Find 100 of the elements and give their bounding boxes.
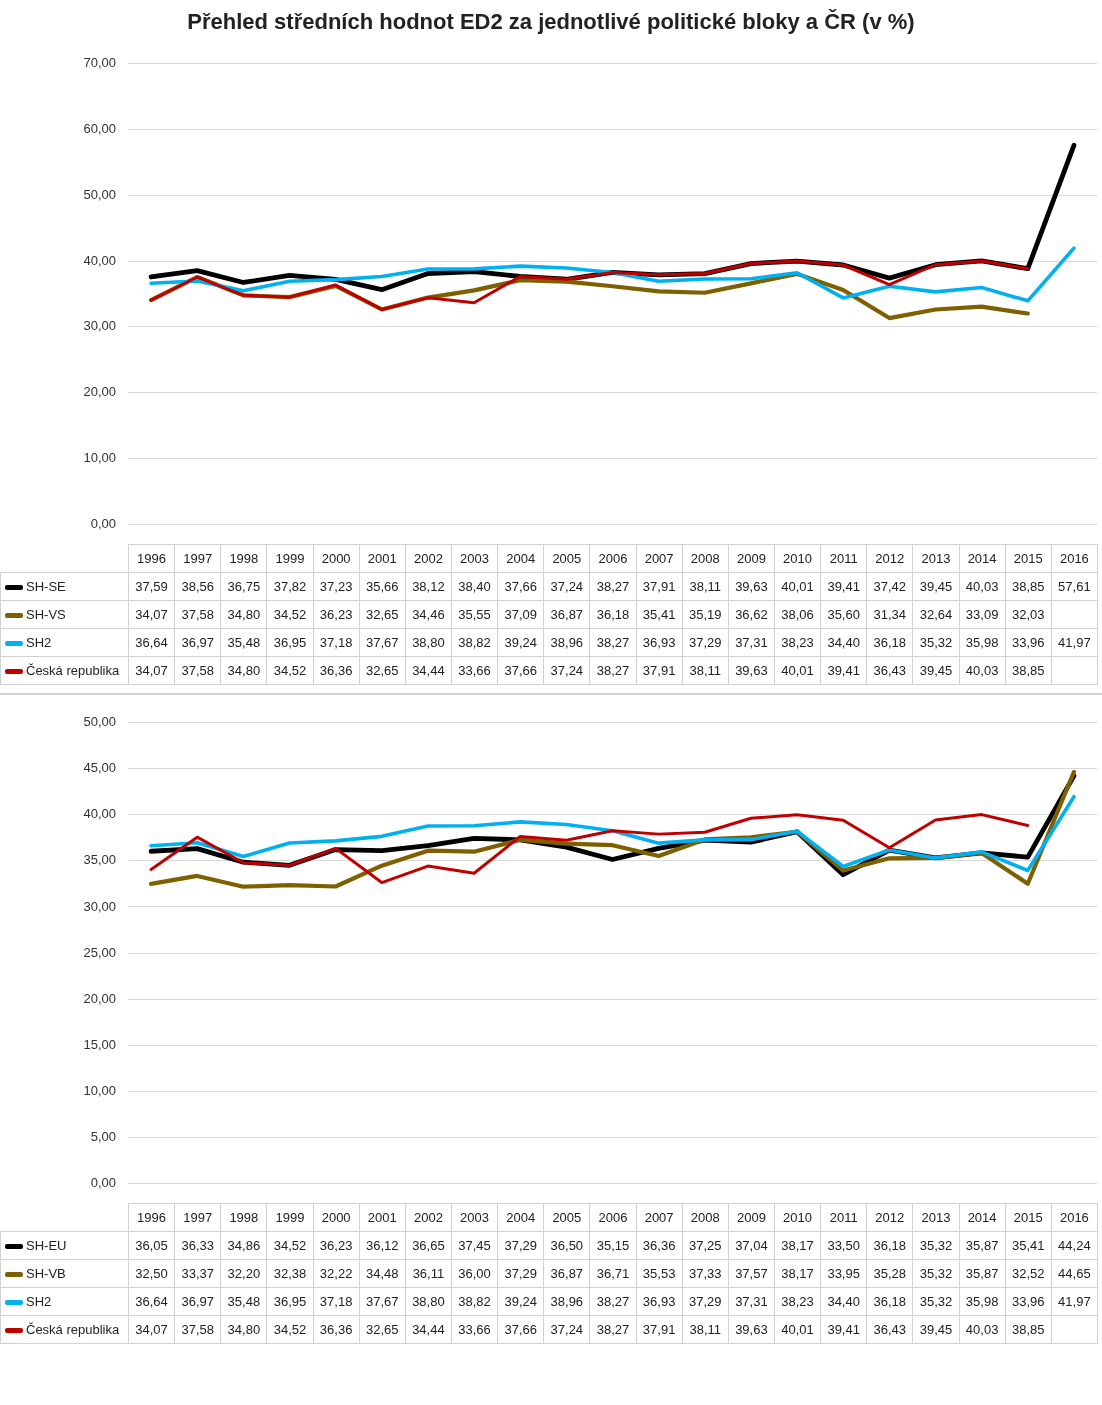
data-label: 32,65: [359, 600, 406, 629]
y-tick-label: 45,00: [83, 760, 116, 776]
data-label: 38,27: [589, 628, 637, 657]
x-tick-label: 2014: [959, 1203, 1006, 1232]
data-label: 36,05: [128, 1231, 175, 1260]
x-tick-label: 2002: [405, 1203, 452, 1232]
y-tick-label: 20,00: [83, 384, 116, 400]
data-label: 35,19: [682, 600, 729, 629]
data-label: 34,07: [128, 600, 175, 629]
data-label: 37,45: [451, 1231, 498, 1260]
data-label: 36,50: [543, 1231, 590, 1260]
data-label: 36,87: [543, 600, 590, 629]
data-label: 38,11: [682, 572, 729, 601]
x-tick-label: 2004: [497, 544, 544, 573]
data-label: 36,36: [636, 1231, 683, 1260]
x-tick-label: 1996: [128, 1203, 175, 1232]
data-label: 37,66: [497, 656, 544, 685]
data-label: 35,32: [912, 1231, 960, 1260]
data-label: 44,24: [1051, 1231, 1098, 1260]
data-label: 36,18: [866, 1231, 913, 1260]
x-tick-label: 2012: [866, 544, 913, 573]
data-label: 35,41: [636, 600, 683, 629]
y-tick-label: 50,00: [83, 186, 116, 202]
data-label: 38,40: [451, 572, 498, 601]
data-label: 34,52: [266, 1315, 314, 1344]
data-label: 37,67: [359, 1287, 406, 1316]
data-label: 38,82: [451, 628, 498, 657]
data-label: 37,59: [128, 572, 175, 601]
data-label: 32,20: [220, 1259, 267, 1288]
data-label: 34,80: [220, 600, 267, 629]
data-label: 36,33: [174, 1231, 221, 1260]
data-label: 34,07: [128, 656, 175, 685]
x-tick-label: 2007: [636, 1203, 683, 1232]
data-label: 38,11: [682, 656, 729, 685]
data-label: 40,03: [959, 1315, 1006, 1344]
x-tick-label: 2000: [313, 544, 360, 573]
data-label: 39,63: [728, 656, 775, 685]
x-tick-label: 1998: [220, 544, 267, 573]
data-label: 41,97: [1051, 1287, 1098, 1316]
x-tick-label: 2008: [682, 1203, 729, 1232]
data-label: 35,28: [866, 1259, 913, 1288]
data-label: 38,56: [174, 572, 221, 601]
data-label: 37,31: [728, 628, 775, 657]
data-label: 36,95: [266, 628, 314, 657]
y-tick-label: 40,00: [83, 252, 116, 268]
data-label: 33,95: [820, 1259, 867, 1288]
data-label: 37,33: [682, 1259, 729, 1288]
data-label: 40,01: [774, 572, 821, 601]
y-tick-label: 30,00: [83, 898, 116, 914]
data-label: 38,27: [589, 1315, 637, 1344]
data-label: 36,18: [866, 628, 913, 657]
data-label: 38,23: [774, 628, 821, 657]
x-tick-label: 2006: [589, 1203, 637, 1232]
data-label: 35,48: [220, 1287, 267, 1316]
data-label: 36,93: [636, 628, 683, 657]
data-label: 38,23: [774, 1287, 821, 1316]
y-tick-label: 30,00: [83, 318, 116, 334]
data-label: 33,66: [451, 656, 498, 685]
data-label: 35,55: [451, 600, 498, 629]
legend-label: SH-SE: [26, 579, 66, 594]
data-label: 38,06: [774, 600, 821, 629]
data-label: 37,24: [543, 656, 590, 685]
data-label: 36,87: [543, 1259, 590, 1288]
data-label: 34,52: [266, 656, 314, 685]
x-tick-label: 1998: [220, 1203, 267, 1232]
data-label: 34,80: [220, 656, 267, 685]
data-label: 37,24: [543, 1315, 590, 1344]
legend-label: SH-VS: [26, 607, 66, 622]
data-label: 36,36: [313, 1315, 360, 1344]
data-label: 37,57: [728, 1259, 775, 1288]
legend-label: Česká republika: [26, 663, 120, 678]
x-tick-label: 2016: [1051, 1203, 1098, 1232]
data-label: 38,11: [682, 1315, 729, 1344]
x-tick-label: 2006: [589, 544, 637, 573]
data-label: 36,62: [728, 600, 775, 629]
data-label: 44,65: [1051, 1259, 1098, 1288]
data-label: 36,93: [636, 1287, 683, 1316]
data-label: 36,43: [866, 1315, 913, 1344]
data-label: 37,42: [866, 572, 913, 601]
x-tick-label: 2007: [636, 544, 683, 573]
legend-label: SH2: [26, 1294, 52, 1309]
data-label: 39,41: [820, 572, 867, 601]
data-label: 34,40: [820, 628, 867, 657]
x-tick-label: 2011: [820, 544, 867, 573]
data-label: 37,91: [636, 1315, 683, 1344]
data-label: 40,01: [774, 656, 821, 685]
data-label: 34,07: [128, 1315, 175, 1344]
data-label: 36,71: [589, 1259, 637, 1288]
data-label: 32,64: [912, 600, 960, 629]
y-tick-label: 0,00: [90, 515, 116, 531]
data-label: 39,41: [820, 1315, 867, 1344]
data-label: 36,64: [128, 1287, 175, 1316]
x-tick-label: 2012: [866, 1203, 913, 1232]
data-label: 37,31: [728, 1287, 775, 1316]
data-label: 35,98: [959, 1287, 1006, 1316]
legend-label: Česká republika: [26, 1322, 120, 1337]
data-label: 35,15: [589, 1231, 637, 1260]
x-tick-label: 2015: [1005, 544, 1052, 573]
x-tick-label: 2013: [912, 1203, 960, 1232]
data-label: 37,91: [636, 572, 683, 601]
